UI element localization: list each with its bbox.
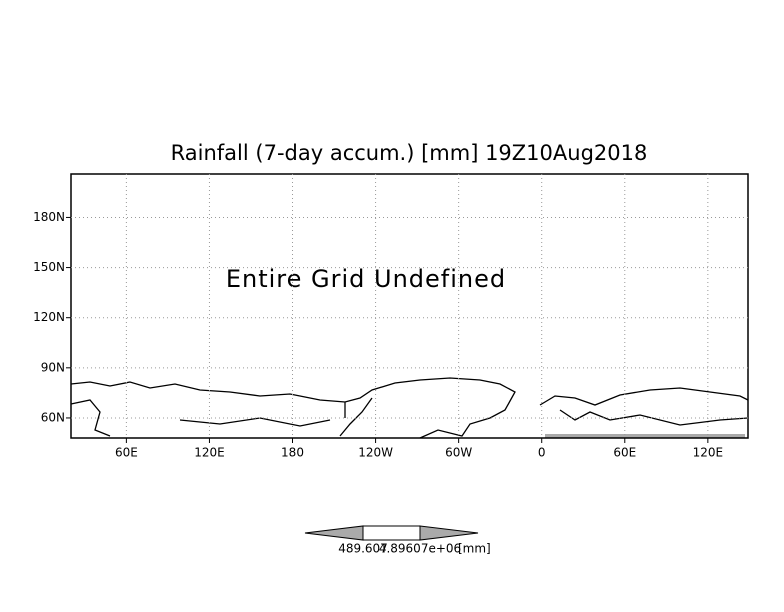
land-shade — [545, 434, 745, 438]
colorbar-label: 4.89607e+06 — [379, 542, 461, 556]
x-tick-label: 60E — [115, 446, 138, 460]
annotation: Entire Grid Undefined — [226, 265, 506, 293]
colorbar-high — [419, 525, 479, 541]
x-tick-label: 120E — [194, 446, 225, 460]
colorbar-label: 489.607 — [338, 542, 388, 556]
x-tick-label: 120W — [358, 446, 393, 460]
colorbar-low — [304, 525, 364, 541]
y-tick-label: 90N — [41, 360, 65, 374]
x-tick-label: 60W — [445, 446, 472, 460]
y-tick-label: 180N — [33, 210, 65, 224]
y-tick-label: 60N — [41, 410, 65, 424]
chart-title: Rainfall (7-day accum.) [mm] 19Z10Aug201… — [171, 141, 648, 165]
plot-frame — [70, 173, 749, 439]
y-tick-label: 120N — [33, 310, 65, 324]
coastline — [70, 377, 749, 439]
y-tick-label: 150N — [33, 260, 65, 274]
coastlines — [70, 377, 749, 439]
colorbar-unit: [mm] — [458, 542, 491, 556]
x-tick-label: 0 — [538, 446, 546, 460]
x-tick-label: 120E — [693, 446, 724, 460]
x-tick-label: 180 — [281, 446, 304, 460]
colorbar-box — [362, 525, 421, 541]
x-tick-label: 60E — [613, 446, 636, 460]
